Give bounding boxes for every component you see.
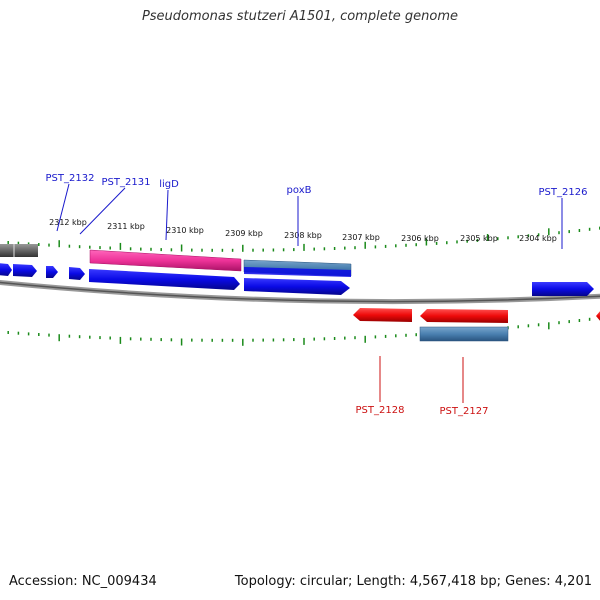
gene-label[interactable]: PST_2128 — [356, 405, 405, 416]
scale-label: 2306 kbp — [401, 234, 439, 243]
scale-label: 2304 kbp — [519, 234, 557, 243]
gene-label[interactable]: PST_2131 — [102, 177, 151, 188]
gene-label[interactable]: ligD — [159, 179, 179, 190]
steel-feature-top[interactable] — [243, 259, 352, 277]
gene-label[interactable]: PST_2132 — [46, 173, 95, 184]
scale-label: 2312 kbp — [49, 218, 87, 227]
gene-label[interactable]: PST_2127 — [440, 406, 489, 417]
scale-label: 2309 kbp — [225, 229, 263, 238]
gene-label[interactable]: PST_2126 — [539, 187, 588, 198]
top-label-leaders — [56, 183, 563, 249]
scale-label: 2307 kbp — [342, 233, 380, 242]
gene-label[interactable]: poxB — [287, 185, 312, 196]
gene-arrow[interactable] — [353, 308, 412, 322]
gene-arrow[interactable] — [420, 309, 508, 323]
gene-arrow[interactable] — [13, 264, 37, 277]
gene-arrow[interactable] — [69, 267, 85, 280]
scale-labels: 2312 kbp 2311 kbp 2310 kbp 2309 kbp 2308… — [49, 218, 557, 243]
bottom-tick-scale — [7, 316, 600, 346]
pink-feature[interactable] — [89, 249, 242, 272]
scale-label: 2308 kbp — [284, 231, 322, 240]
accession-label: Accession: NC_009434 — [9, 574, 157, 589]
bottom-gene-labels: PST_2128 PST_2127 — [356, 405, 489, 417]
steel-feature-bottom[interactable] — [419, 326, 509, 342]
genome-backbone-core — [0, 281, 600, 303]
gray-feature[interactable] — [0, 244, 38, 257]
genome-summary: Topology: circular; Length: 4,567,418 bp… — [234, 574, 592, 589]
top-gene-labels: PST_2132 PST_2131 ligD poxB PST_2126 — [46, 173, 588, 198]
gene-arrow[interactable] — [596, 310, 600, 322]
scale-label: 2311 kbp — [107, 222, 145, 231]
forward-genes[interactable] — [0, 263, 594, 296]
gene-arrow[interactable] — [46, 266, 58, 278]
gene-arrow[interactable] — [89, 269, 240, 290]
scale-label: 2305 kbp — [460, 234, 498, 243]
bottom-label-leaders — [379, 356, 464, 403]
scale-label: 2310 kbp — [166, 226, 204, 235]
gene-arrow[interactable] — [532, 282, 594, 296]
genome-title: Pseudomonas stutzeri A1501, complete gen… — [141, 9, 459, 24]
gene-arrow[interactable] — [244, 278, 350, 295]
gene-arrow[interactable] — [0, 263, 12, 276]
top-tick-scale — [7, 226, 600, 252]
reverse-genes[interactable] — [353, 308, 600, 323]
